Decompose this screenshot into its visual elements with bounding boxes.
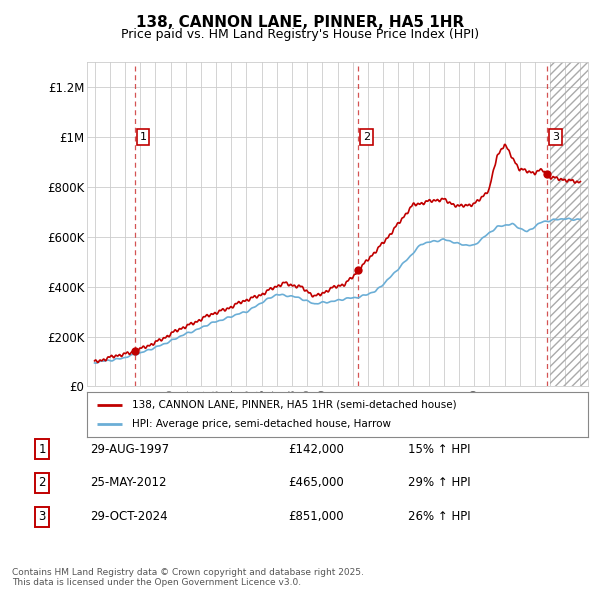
Text: 3: 3	[552, 132, 559, 142]
Text: 29-OCT-2024: 29-OCT-2024	[90, 510, 167, 523]
Text: 1: 1	[140, 132, 146, 142]
Text: £465,000: £465,000	[288, 477, 344, 490]
Bar	[550, 62, 588, 386]
Text: 1: 1	[38, 442, 46, 455]
Text: 138, CANNON LANE, PINNER, HA5 1HR: 138, CANNON LANE, PINNER, HA5 1HR	[136, 15, 464, 30]
Text: 29-AUG-1997: 29-AUG-1997	[90, 442, 169, 455]
Text: Contains HM Land Registry data © Crown copyright and database right 2025.
This d: Contains HM Land Registry data © Crown c…	[12, 568, 364, 587]
Text: Price paid vs. HM Land Registry's House Price Index (HPI): Price paid vs. HM Land Registry's House …	[121, 28, 479, 41]
Text: 25-MAY-2012: 25-MAY-2012	[90, 477, 167, 490]
Text: 3: 3	[38, 510, 46, 523]
Text: £851,000: £851,000	[288, 510, 344, 523]
Text: 26% ↑ HPI: 26% ↑ HPI	[408, 510, 470, 523]
Text: 2: 2	[38, 477, 46, 490]
Text: £142,000: £142,000	[288, 442, 344, 455]
Text: HPI: Average price, semi-detached house, Harrow: HPI: Average price, semi-detached house,…	[132, 419, 391, 429]
Text: 138, CANNON LANE, PINNER, HA5 1HR (semi-detached house): 138, CANNON LANE, PINNER, HA5 1HR (semi-…	[132, 400, 457, 409]
Text: 29% ↑ HPI: 29% ↑ HPI	[408, 477, 470, 490]
Text: 2: 2	[363, 132, 370, 142]
Text: 15% ↑ HPI: 15% ↑ HPI	[408, 442, 470, 455]
Bar	[550, 62, 588, 386]
